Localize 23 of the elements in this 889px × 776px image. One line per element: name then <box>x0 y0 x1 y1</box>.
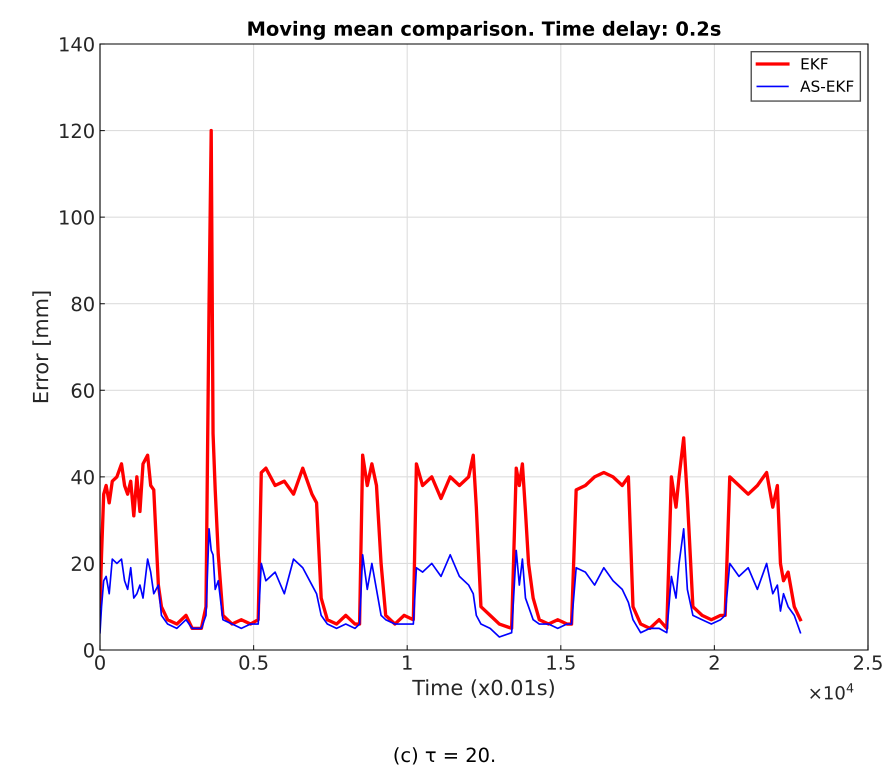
x-tick-label: 2.5 <box>854 655 882 670</box>
text: (c) τ = 20. <box>394 747 494 765</box>
y-tick-label: 140 <box>60 36 94 52</box>
line-series <box>100 128 802 630</box>
y-tick-label: 0 <box>84 642 94 658</box>
y-tick-label: 40 <box>71 470 94 485</box>
x-tick-label: 0 <box>95 655 105 670</box>
y-tick-label: 100 <box>60 210 94 225</box>
x-tick-label: 0.5 <box>239 655 268 670</box>
y-axis-title: Error [mm] <box>32 292 51 402</box>
y-tick-label: 60 <box>72 383 94 398</box>
x-tick-label: 1 <box>403 655 412 670</box>
legend-label: EKF <box>802 58 828 70</box>
x-axis-title: Time (x0.01s) <box>412 679 554 698</box>
line-series <box>100 528 802 638</box>
x-tick-label: 1.5 <box>547 655 575 670</box>
chart-title: Moving mean comparison. Time delay: 0.2s <box>248 20 720 40</box>
y-tick-label: 120 <box>60 124 94 138</box>
x-tick-label: 2 <box>710 655 719 670</box>
legend-label: AS-EKF <box>800 80 854 92</box>
text: ×10$^{4}$ <box>810 683 854 700</box>
y-tick-label: 20 <box>72 556 94 572</box>
y-tick-label: 80 <box>72 296 94 312</box>
